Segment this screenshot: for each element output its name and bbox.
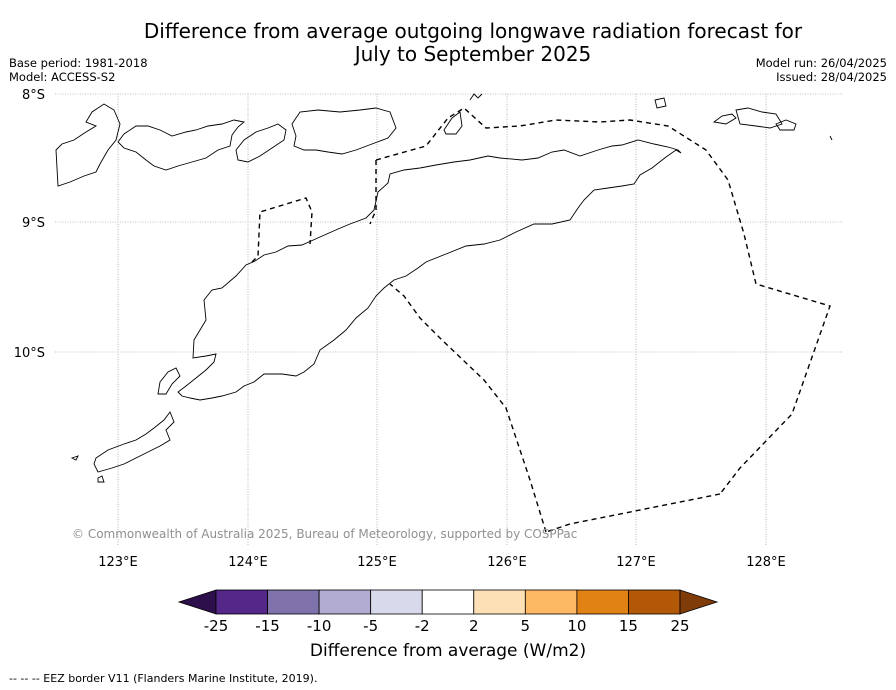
colorbar — [177, 589, 719, 615]
colorbar-box — [628, 589, 681, 615]
eez-west-inner — [369, 160, 377, 225]
island-sw-2 — [93, 411, 175, 473]
colorbar-box — [421, 589, 475, 615]
colorbar-tick-label: -5 — [363, 617, 378, 635]
lat-label-8s: 8°S — [22, 88, 45, 103]
base-period-text: Base period: 1981-2018 — [9, 56, 148, 70]
longitude-labels: 123°E 124°E 125°E 126°E 127°E 128°E — [98, 555, 786, 570]
eez-south-west — [389, 283, 547, 533]
map-title: Difference from average outgoing longwav… — [0, 20, 896, 66]
meta-right: Model run: 26/04/2025 Issued: 28/04/2025 — [756, 56, 887, 84]
island-ne-1 — [735, 107, 783, 129]
meta-left: Base period: 1981-2018 Model: ACCESS-S2 — [9, 56, 148, 84]
copyright-text: © Commonwealth of Australia 2025, Bureau… — [72, 527, 578, 541]
island-n-small-2 — [443, 111, 463, 135]
eez-border — [251, 107, 831, 533]
island-sw-4 — [97, 475, 105, 483]
timor-coast — [177, 139, 682, 401]
colorbar-ticks: -25 -15 -10 -5 -2 2 5 10 15 25 — [204, 617, 690, 635]
colorbar-box — [473, 589, 526, 615]
colorbar-box — [524, 589, 578, 615]
lon-label-127e: 127°E — [616, 555, 656, 570]
model-text: Model: ACCESS-S2 — [9, 70, 116, 84]
island-n-small — [469, 93, 483, 101]
island-ne-3 — [775, 119, 797, 131]
colorbar-tick-label: 10 — [567, 617, 586, 635]
eez-north-east — [375, 107, 831, 495]
latitude-labels: 8°S 9°S 10°S — [14, 88, 45, 361]
lon-label-126e: 126°E — [487, 555, 527, 570]
colorbar-tick-label: -25 — [204, 617, 229, 635]
island-mid-small — [829, 135, 833, 141]
colorbar-tick-label: 25 — [670, 617, 689, 635]
colorbar-tick-label: 5 — [521, 617, 531, 635]
island-sw-1 — [157, 367, 181, 395]
lon-label-128e: 128°E — [746, 555, 786, 570]
island-north-4 — [235, 123, 287, 163]
colorbar-box — [576, 589, 629, 615]
eez-box — [251, 197, 313, 263]
island-north-1 — [291, 107, 397, 155]
island-ne-2 — [712, 113, 737, 125]
colorbar-tick-label: 15 — [619, 617, 638, 635]
colorbar-tick-label: -15 — [255, 617, 280, 635]
gridlines — [55, 93, 843, 545]
lon-label-125e: 125°E — [357, 555, 397, 570]
lat-label-9s: 9°S — [22, 216, 45, 231]
lon-label-123e: 123°E — [98, 555, 138, 570]
lon-label-124e: 124°E — [228, 555, 268, 570]
model-run-text: Model run: 26/04/2025 — [755, 56, 887, 70]
title-line-2: July to September 2025 — [354, 42, 592, 66]
colorbar-label: Difference from average (W/m2) — [309, 641, 587, 661]
issued-text: Issued: 28/04/2025 — [776, 70, 887, 84]
colorbar-extend-low — [177, 589, 217, 615]
colorbar-box — [267, 589, 320, 615]
colorbar-box — [370, 589, 423, 615]
colorbar-box — [215, 589, 268, 615]
island-sw-3 — [70, 455, 79, 461]
colorbar-box — [318, 589, 372, 615]
colorbar-tick-label: -10 — [307, 617, 332, 635]
lat-label-10s: 10°S — [14, 346, 45, 361]
colorbar-tick-label: -2 — [415, 617, 430, 635]
island-north-3 — [55, 103, 121, 187]
island-north-2 — [117, 119, 246, 171]
title-line-1: Difference from average outgoing longwav… — [143, 19, 803, 43]
coastlines — [55, 93, 833, 483]
colorbar-extend-high — [679, 589, 719, 615]
colorbar-tick-label: 2 — [469, 617, 479, 635]
island-ne-4 — [654, 97, 667, 109]
eez-legend-text: -- -- -- EEZ border V11 (Flanders Marine… — [9, 672, 318, 685]
